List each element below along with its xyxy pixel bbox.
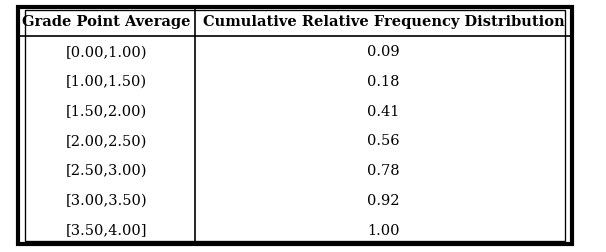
Text: [2.50,3.00): [2.50,3.00) [65,164,147,177]
Text: 0.18: 0.18 [367,75,399,88]
Text: 1.00: 1.00 [367,223,399,237]
Text: [0.00,1.00): [0.00,1.00) [65,45,147,59]
Text: [3.50,4.00]: [3.50,4.00] [65,223,147,237]
Text: 0.78: 0.78 [367,164,399,177]
Text: 0.92: 0.92 [367,193,399,207]
Text: Cumulative Relative Frequency Distribution: Cumulative Relative Frequency Distributi… [202,15,564,29]
Text: 0.09: 0.09 [367,45,399,59]
Text: [1.00,1.50): [1.00,1.50) [66,75,147,88]
Text: 0.56: 0.56 [367,134,399,148]
Text: Grade Point Average: Grade Point Average [22,15,190,29]
Text: [2.00,2.50): [2.00,2.50) [65,134,147,148]
Text: [1.50,2.00): [1.50,2.00) [65,104,147,118]
Text: 0.41: 0.41 [367,104,399,118]
Text: [3.00,3.50): [3.00,3.50) [65,193,147,207]
